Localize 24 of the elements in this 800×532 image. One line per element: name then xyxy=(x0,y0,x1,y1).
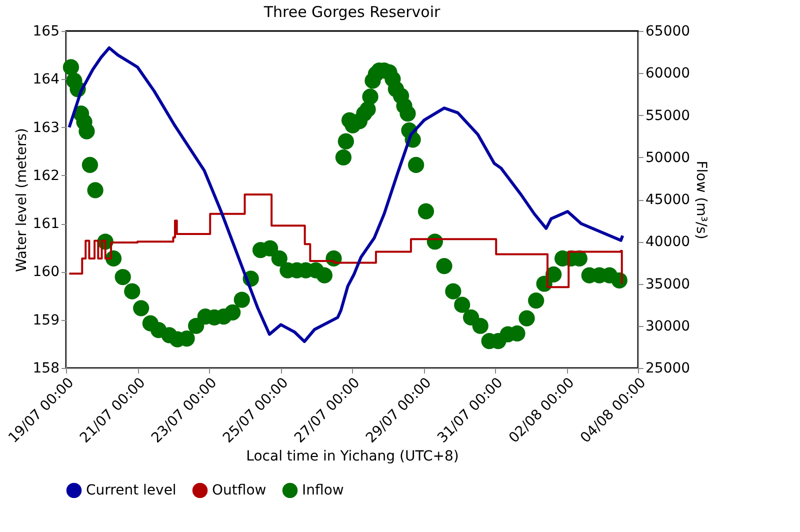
y-tick-label: 163 xyxy=(32,120,60,136)
legend-label: Current level xyxy=(86,482,176,498)
y-tick-label: 159 xyxy=(32,312,60,328)
legend-label: Inflow xyxy=(302,482,344,498)
y-tick-label: 158 xyxy=(32,360,60,376)
y2-tick-label: 50000 xyxy=(646,150,690,166)
y2-tick-label: 30000 xyxy=(646,318,690,334)
y2-tick-label: 25000 xyxy=(646,360,690,376)
y2-axis-title: Flow (m³/s) xyxy=(693,160,710,240)
x-axis-title: Local time in Yichang (UTC+8) xyxy=(246,448,459,465)
y2-tick-label: 40000 xyxy=(646,234,690,250)
chart-title: Three Gorges Reservoir xyxy=(262,3,441,21)
y-tick-label: 161 xyxy=(32,216,60,232)
y-tick-label: 160 xyxy=(32,264,60,280)
y-tick-label: 162 xyxy=(32,168,60,184)
y2-tick-label: 55000 xyxy=(646,108,690,124)
y2-tick-label: 45000 xyxy=(646,192,690,208)
y-tick-label: 165 xyxy=(32,24,60,40)
y-axis-title: Water level (meters) xyxy=(14,128,30,272)
y2-tick-label: 65000 xyxy=(646,24,690,40)
y2-tick-label: 60000 xyxy=(646,66,690,82)
y-tick-label: 164 xyxy=(32,72,60,88)
legend-label: Outflow xyxy=(212,482,266,498)
y2-tick-label: 35000 xyxy=(646,276,690,292)
